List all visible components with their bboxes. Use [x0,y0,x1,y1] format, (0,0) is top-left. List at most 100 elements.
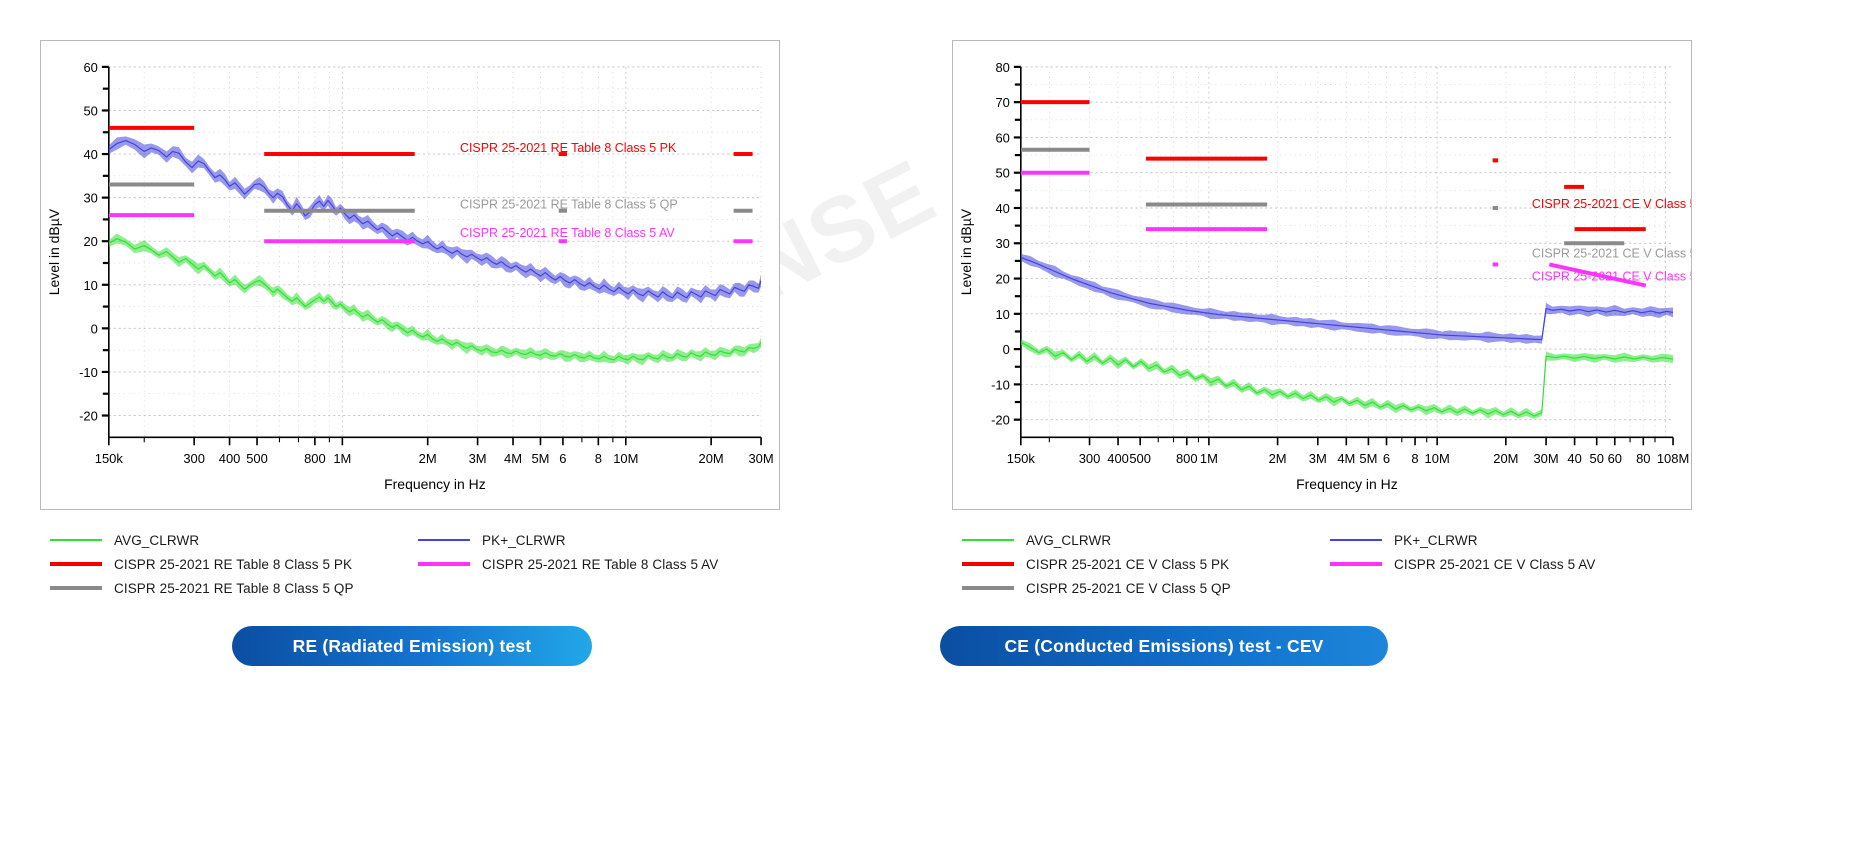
svg-text:CISPR 25-2021 RE Table 8 Class: CISPR 25-2021 RE Table 8 Class 5 PK [460,141,677,155]
svg-text:3M: 3M [469,451,487,466]
svg-text:CISPR 25-2021 CE V Class 5 AV: CISPR 25-2021 CE V Class 5 AV [1532,269,1691,283]
legend-swatch-red [50,562,102,566]
legend-swatch-magenta [1330,562,1382,566]
svg-text:-10: -10 [79,365,98,380]
svg-text:30: 30 [995,236,1009,251]
svg-text:50: 50 [83,103,97,118]
legend-swatch-blue [1330,539,1382,541]
svg-text:0: 0 [1003,342,1010,357]
legend-re: AVG_CLRWR CISPR 25-2021 RE Table 8 Class … [40,528,780,606]
legend-item[interactable]: CISPR 25-2021 CE V Class 5 PK [962,552,1231,576]
legend-label: AVG_CLRWR [1026,532,1112,548]
legend-column-2: PK+_CLRWR CISPR 25-2021 RE Table 8 Class … [418,528,718,576]
svg-text:5M: 5M [1359,451,1377,466]
legend-item[interactable]: CISPR 25-2021 RE Table 8 Class 5 AV [418,552,718,576]
svg-text:8: 8 [1411,451,1418,466]
legend-swatch-blue [418,539,470,541]
legend-label: CISPR 25-2021 RE Table 8 Class 5 PK [114,556,353,572]
svg-text:CISPR 25-2021 RE Table 8 Class: CISPR 25-2021 RE Table 8 Class 5 QP [460,198,678,212]
plot-area-ce: 80 70 60 50 40 30 20 10 0 -10 -20 150k 300 400 500 800 1… [953,41,1691,509]
svg-text:3M: 3M [1309,451,1327,466]
svg-text:30M: 30M [748,451,773,466]
svg-text:CISPR 25-2021 RE Table 8 Class: CISPR 25-2021 RE Table 8 Class 5 AV [460,226,675,240]
legend-item[interactable]: CISPR 25-2021 RE Table 8 Class 5 QP [50,576,354,600]
svg-text:10: 10 [83,278,97,293]
svg-text:40: 40 [995,201,1009,216]
svg-text:400: 400 [1107,451,1129,466]
svg-text:150k: 150k [1007,451,1036,466]
svg-text:800: 800 [1176,451,1198,466]
svg-text:70: 70 [995,95,1009,110]
svg-text:60: 60 [83,60,97,75]
svg-text:10M: 10M [1425,451,1450,466]
legend-item[interactable]: PK+_CLRWR [1330,528,1596,552]
svg-text:30M: 30M [1533,451,1558,466]
svg-text:10: 10 [995,307,1009,322]
svg-text:5M: 5M [531,451,549,466]
svg-text:0: 0 [91,321,98,336]
svg-text:60: 60 [1608,451,1622,466]
legend-swatch-red [962,562,1014,566]
svg-text:50: 50 [1590,451,1604,466]
svg-text:80: 80 [1636,451,1650,466]
svg-text:CISPR 25-2021 CE V Class 5 QP: CISPR 25-2021 CE V Class 5 QP [1532,246,1691,260]
legend-label: CISPR 25-2021 CE V Class 5 QP [1026,580,1231,596]
chart-panel-ce: NOVOSENSE 80706050403020100-10-20150k300… [952,40,1692,510]
svg-text:8: 8 [595,451,602,466]
legend-item[interactable]: CISPR 25-2021 RE Table 8 Class 5 PK [50,552,354,576]
legend-column-1: AVG_CLRWR CISPR 25-2021 RE Table 8 Class … [50,528,354,600]
svg-text:20M: 20M [699,451,724,466]
legend-swatch-magenta [418,562,470,566]
legend-label: CISPR 25-2021 RE Table 8 Class 5 QP [114,580,354,596]
svg-text:Frequency in Hz: Frequency in Hz [384,476,486,492]
legend-swatch-gray [50,586,102,590]
legend-label: AVG_CLRWR [114,532,200,548]
svg-text:-10: -10 [991,377,1010,392]
svg-text:1M: 1M [1200,451,1218,466]
svg-text:CISPR 25-2021 CE V Class 5 PK: CISPR 25-2021 CE V Class 5 PK [1532,197,1691,211]
legend-item[interactable]: CISPR 25-2021 CE V Class 5 QP [962,576,1231,600]
plot-area-re: 60 50 40 30 20 10 0 -10 -20 150k 300 400 500 800 1M 2M 3… [41,41,779,509]
svg-text:80: 80 [995,60,1009,75]
svg-text:50: 50 [995,166,1009,181]
svg-text:2M: 2M [419,451,437,466]
svg-text:-20: -20 [79,409,98,424]
chart-svg-re: 60 50 40 30 20 10 0 -10 -20 150k 300 400 500 800 1M 2M 3… [46,60,774,492]
svg-text:300: 300 [1079,451,1101,466]
legend-ce: AVG_CLRWR CISPR 25-2021 CE V Class 5 PK CI… [952,528,1692,606]
legend-column-1: AVG_CLRWR CISPR 25-2021 CE V Class 5 PK CI… [962,528,1231,600]
chart-panel-re: 60 50 40 30 20 10 0 -10 -20 150k 300 400 500 800 1M 2M 3… [40,40,780,510]
svg-text:500: 500 [246,451,268,466]
svg-text:108M: 108M [1657,451,1689,466]
legend-column-2: PK+_CLRWR CISPR 25-2021 CE V Class 5 AV [1330,528,1596,576]
svg-text:20M: 20M [1493,451,1518,466]
legend-label: PK+_CLRWR [482,532,566,548]
legend-item[interactable]: AVG_CLRWR [50,528,354,552]
svg-text:Level in dBµV: Level in dBµV [958,208,974,295]
svg-text:-20: -20 [991,413,1010,428]
legend-label: PK+_CLRWR [1394,532,1478,548]
legend-item[interactable]: CISPR 25-2021 CE V Class 5 AV [1330,552,1596,576]
svg-text:1M: 1M [333,451,351,466]
legend-swatch-green [50,539,102,541]
svg-text:300: 300 [183,451,205,466]
svg-text:6: 6 [559,451,566,466]
legend-swatch-gray [962,586,1014,590]
legend-label: CISPR 25-2021 CE V Class 5 PK [1026,556,1230,572]
legend-item[interactable]: AVG_CLRWR [962,528,1231,552]
legend-label: CISPR 25-2021 CE V Class 5 AV [1394,556,1596,572]
svg-text:10M: 10M [613,451,638,466]
svg-text:2M: 2M [1269,451,1287,466]
caption-ce-test: CE (Conducted Emissions) test - CEV [940,626,1388,666]
svg-text:150k: 150k [95,451,124,466]
svg-text:800: 800 [304,451,326,466]
legend-label: CISPR 25-2021 RE Table 8 Class 5 AV [482,556,719,572]
svg-text:4M: 4M [504,451,522,466]
svg-text:30: 30 [83,191,97,206]
svg-text:400: 400 [219,451,241,466]
caption-re-test: RE (Radiated Emission) test [232,626,592,666]
legend-item[interactable]: PK+_CLRWR [418,528,718,552]
svg-text:40: 40 [1567,451,1581,466]
